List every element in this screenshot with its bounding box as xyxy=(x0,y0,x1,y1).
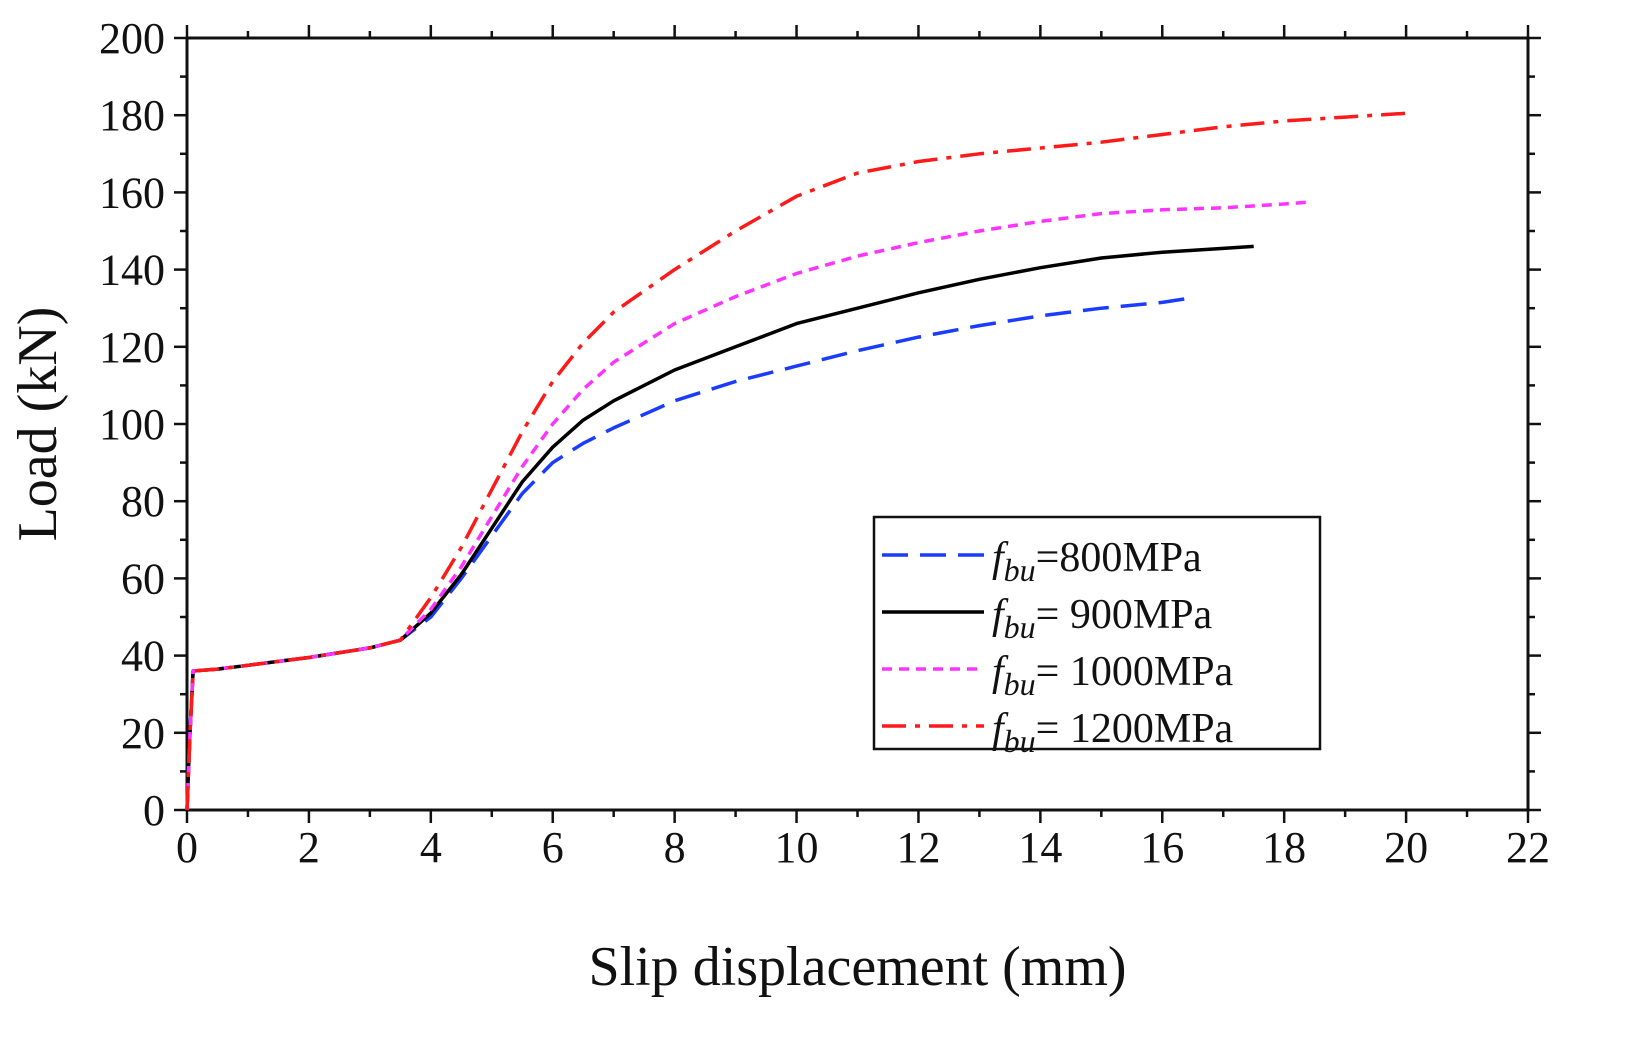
x-tick-label: 16 xyxy=(1140,823,1184,872)
x-tick-label: 14 xyxy=(1018,823,1062,872)
y-tick-label: 160 xyxy=(99,168,165,217)
x-tick-label: 6 xyxy=(542,823,564,872)
y-tick-label: 40 xyxy=(121,632,165,681)
y-tick-label: 100 xyxy=(99,400,165,449)
legend-value: =800MPa xyxy=(1036,535,1202,581)
y-axis-title: Load (kN) xyxy=(7,307,69,542)
y-tick-label: 140 xyxy=(99,246,165,295)
legend-value: = 900MPa xyxy=(1036,592,1213,638)
x-axis-title: Slip displacement (mm) xyxy=(588,936,1126,998)
y-tick-label: 200 xyxy=(99,14,165,63)
x-tick-label: 22 xyxy=(1506,823,1550,872)
x-tick-label: 18 xyxy=(1262,823,1306,872)
x-tick-label: 0 xyxy=(176,823,198,872)
x-tick-label: 12 xyxy=(896,823,940,872)
y-tick-label: 0 xyxy=(143,786,165,835)
legend-label-1: fbu=800MPa xyxy=(992,535,1202,588)
legend-box xyxy=(872,515,1322,751)
y-tick-label: 120 xyxy=(99,323,165,372)
plot-area-border xyxy=(185,36,1530,812)
y-tick-label: 180 xyxy=(99,91,165,140)
x-tick-label: 20 xyxy=(1384,823,1428,872)
x-tick-label: 10 xyxy=(775,823,819,872)
series-line-3 xyxy=(185,200,1309,811)
plot-frame-layer xyxy=(185,36,1530,812)
legend-label-3: fbu= 1000MPa xyxy=(992,649,1234,702)
x-tick-label: 4 xyxy=(420,823,442,872)
legend-value: = 1200MPa xyxy=(1036,706,1234,752)
ticks-layer: 0 2 4 6 8 10 12 14 16 18 20 22 0 20 40 60 80 100 120 140 160… xyxy=(99,14,1550,872)
legend-subscript: bu xyxy=(1004,666,1036,702)
x-tick-label: 2 xyxy=(298,823,320,872)
legend-subscript: bu xyxy=(1004,723,1036,759)
legend-label-2: fbu= 900MPa xyxy=(992,592,1213,645)
legend-subscript: bu xyxy=(1004,552,1036,588)
y-tick-label: 60 xyxy=(121,554,165,603)
y-tick-label: 80 xyxy=(121,477,165,526)
series-layer xyxy=(185,109,1413,811)
x-tick-label: 8 xyxy=(664,823,686,872)
legend-value: = 1000MPa xyxy=(1036,649,1234,695)
series-line-4 xyxy=(185,109,1413,811)
legend-subscript: bu xyxy=(1004,609,1036,645)
y-tick-label: 20 xyxy=(121,709,165,758)
